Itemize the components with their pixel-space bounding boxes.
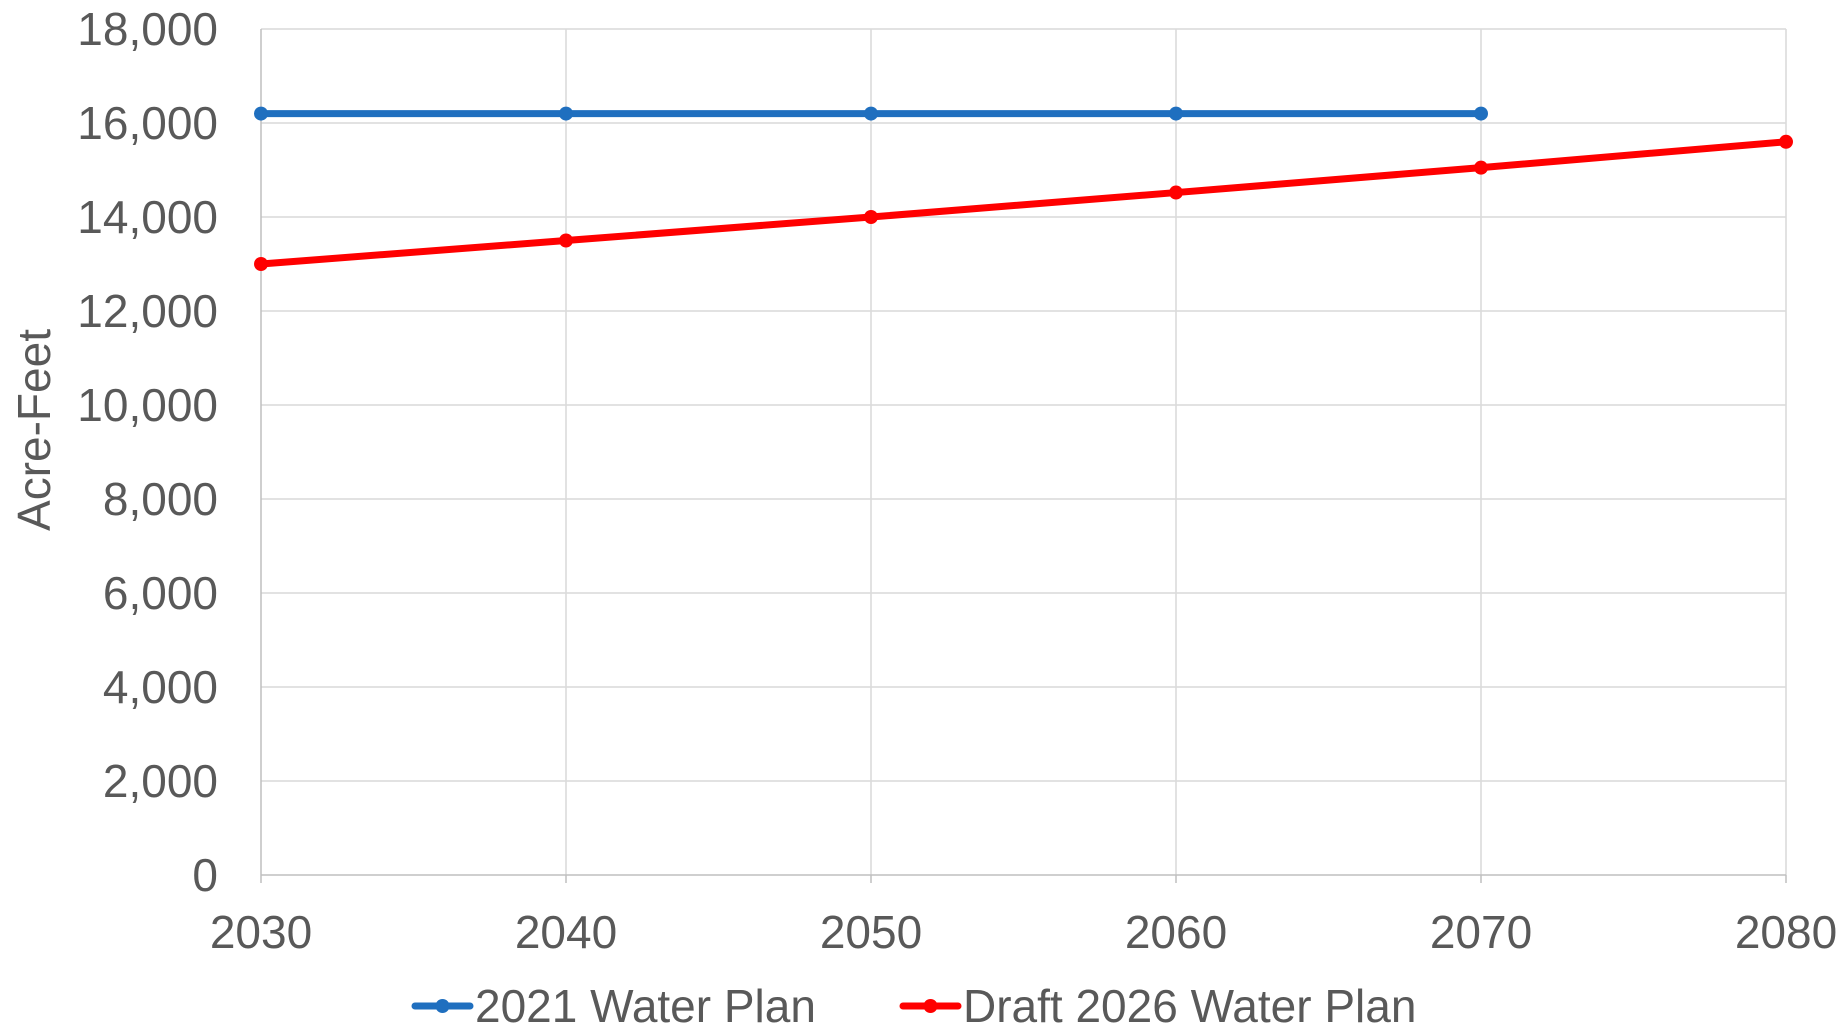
y-tick-label: 0 xyxy=(192,849,218,901)
data-point-series-1 xyxy=(1474,106,1488,121)
x-axis-tick-labels: 2030 2040 2050 2060 2070 2080 xyxy=(210,906,1837,958)
y-tick-label: 2,000 xyxy=(103,755,218,807)
legend-label: Draft 2026 Water Plan xyxy=(963,980,1416,1027)
y-axis-tick-labels: 0 2,000 4,000 6,000 8,000 10,000 12,000 14,000 1… xyxy=(77,3,218,901)
data-point-series-2 xyxy=(1474,160,1488,175)
data-point-series-2 xyxy=(1169,185,1183,200)
data-point-series-1 xyxy=(1169,106,1183,121)
y-tick-label: 16,000 xyxy=(77,97,218,149)
legend-swatch-marker xyxy=(435,999,450,1013)
x-tick-label: 2070 xyxy=(1430,906,1532,958)
x-tick-label: 2060 xyxy=(1125,906,1227,958)
data-point-series-2 xyxy=(254,257,268,271)
x-tick-label: 2040 xyxy=(515,906,617,958)
series-line-2 xyxy=(257,138,1790,268)
axes xyxy=(260,29,1787,883)
data-point-series-2 xyxy=(864,210,878,224)
y-tick-label: 12,000 xyxy=(77,285,218,337)
data-series xyxy=(254,106,1793,271)
legend: 2021 Water Plan Draft 2026 Water Plan xyxy=(411,980,1416,1027)
x-tick-label: 2030 xyxy=(210,906,312,958)
y-tick-label: 10,000 xyxy=(77,379,218,431)
legend-label: 2021 Water Plan xyxy=(475,980,816,1027)
y-tick-label: 18,000 xyxy=(77,3,218,55)
data-point-series-1 xyxy=(254,106,268,121)
y-tick-label: 6,000 xyxy=(103,567,218,619)
y-tick-label: 8,000 xyxy=(103,473,218,525)
data-point-series-1 xyxy=(864,106,878,121)
x-tick-label: 2080 xyxy=(1735,906,1837,958)
data-point-series-2 xyxy=(559,233,573,248)
y-axis-title: Acre-Feet xyxy=(8,329,60,531)
y-tick-label: 4,000 xyxy=(103,661,218,713)
gridlines xyxy=(261,28,1787,875)
x-tick-label: 2050 xyxy=(820,906,922,958)
data-point-series-1 xyxy=(559,106,573,121)
legend-swatch-marker xyxy=(923,999,938,1013)
data-point-series-2 xyxy=(1779,134,1793,149)
y-tick-label: 14,000 xyxy=(77,191,218,243)
